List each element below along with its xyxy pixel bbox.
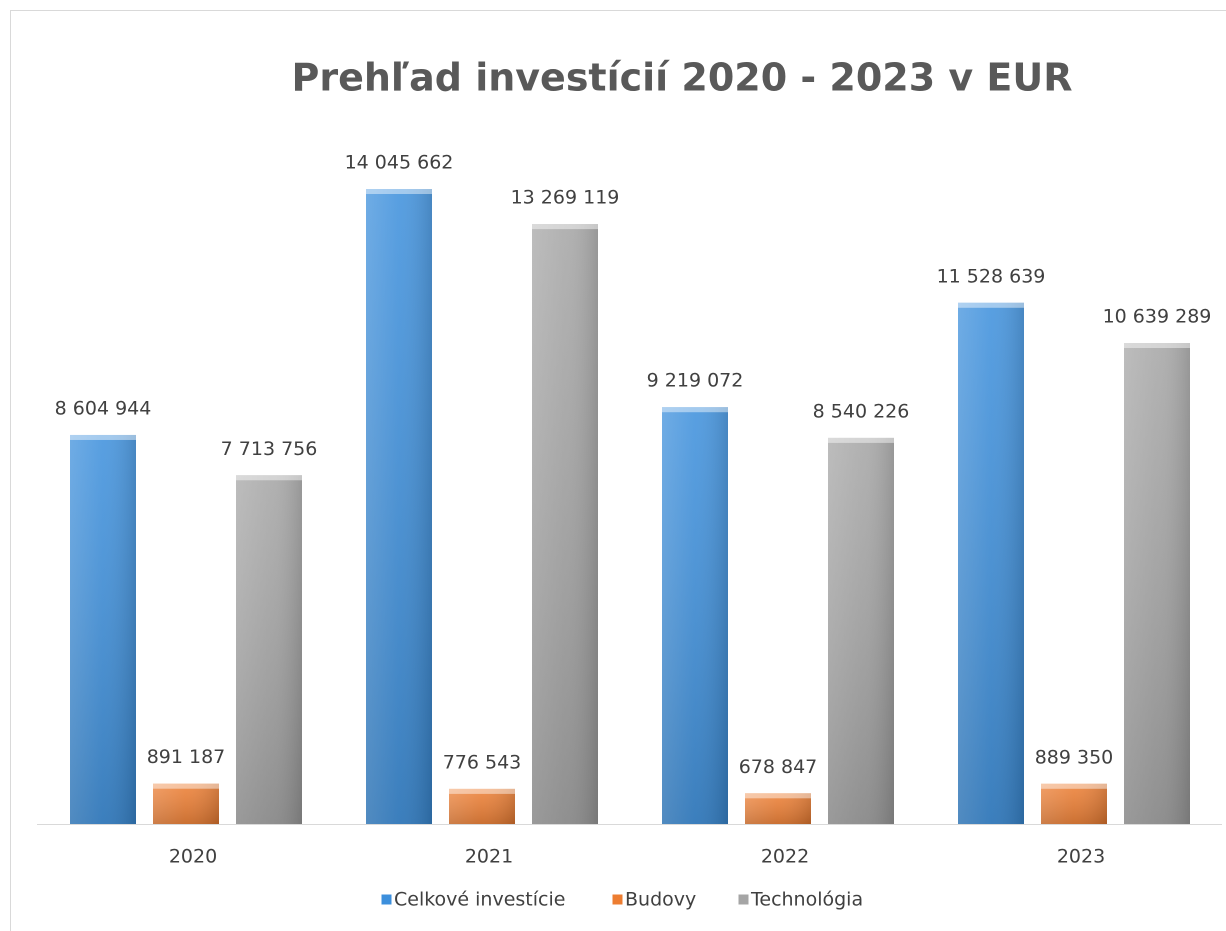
bar-part [745, 793, 811, 824]
bar-part [153, 783, 219, 824]
bar-part [532, 224, 598, 824]
data-label: 14 045 662 [345, 152, 454, 174]
chart-border [10, 10, 1226, 931]
bar-part [958, 302, 1024, 824]
bar-part [449, 788, 515, 824]
bar-part [662, 407, 728, 413]
bar-part [70, 434, 136, 824]
data-label: 7 713 756 [221, 438, 318, 460]
bar-part [236, 475, 302, 824]
data-label: 8 604 944 [55, 397, 152, 419]
bar-part [70, 434, 136, 440]
bar [532, 224, 598, 824]
bar-part [236, 475, 302, 481]
bar [70, 434, 136, 824]
data-label: 8 540 226 [813, 400, 910, 422]
bar-part [153, 783, 219, 789]
bar-part [1124, 343, 1190, 349]
bar [958, 302, 1024, 824]
bar [366, 189, 432, 824]
data-label: 11 528 639 [937, 265, 1046, 287]
legend-label: Budovy [625, 889, 696, 911]
bar-part [828, 437, 894, 824]
bar [153, 783, 219, 824]
data-label: 889 350 [1035, 746, 1114, 768]
data-label: 678 847 [739, 756, 818, 778]
legend-marker [611, 893, 624, 906]
bar-part [1124, 343, 1190, 824]
data-label: 10 639 289 [1103, 306, 1212, 328]
data-label: 13 269 119 [511, 187, 620, 209]
bar-part [366, 189, 432, 194]
data-label: 9 219 072 [647, 370, 744, 392]
x-tick-label: 2020 [169, 846, 217, 868]
bar [1041, 783, 1107, 824]
bar-part [449, 788, 515, 794]
bar-part [828, 437, 894, 443]
legend-label: Celkové investície [394, 889, 565, 911]
bar-part [366, 189, 432, 824]
x-tick-label: 2023 [1057, 846, 1105, 868]
x-tick-label: 2022 [761, 846, 809, 868]
data-label: 891 187 [147, 746, 226, 768]
bar-part [662, 407, 728, 824]
bar [828, 437, 894, 824]
chart-title: Prehľad investícií 2020 - 2023 v EUR [291, 56, 1072, 100]
bar [1124, 343, 1190, 824]
legend-marker [737, 893, 750, 906]
x-tick-label: 2021 [465, 846, 513, 868]
bar-part [958, 302, 1024, 308]
bar [449, 788, 515, 824]
bar-part [1041, 783, 1107, 789]
bar [236, 475, 302, 824]
bar-part [745, 793, 811, 799]
bar [662, 407, 728, 824]
bar [745, 793, 811, 824]
legend-marker [380, 893, 393, 906]
legend-label: Technológia [750, 889, 863, 911]
bar-part [1041, 783, 1107, 824]
data-label: 776 543 [443, 751, 522, 773]
bar-part [532, 224, 598, 230]
